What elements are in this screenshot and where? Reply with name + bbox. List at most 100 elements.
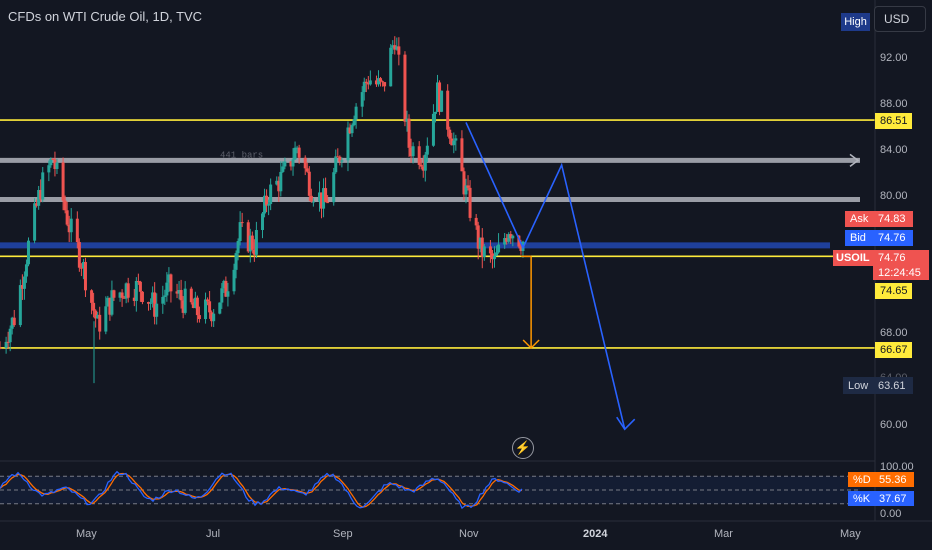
- candle-body: [33, 203, 37, 241]
- candle-body: [509, 234, 513, 239]
- candle-body: [81, 261, 85, 269]
- candle-body: [6, 341, 10, 343]
- candle-body: [0, 347, 2, 349]
- candle-body: [79, 267, 83, 269]
- candle-body: [238, 222, 242, 242]
- candle-body: [265, 195, 269, 206]
- candle-body: [112, 290, 116, 298]
- lightning-icon[interactable]: ⚡: [512, 437, 534, 459]
- candle-body: [37, 190, 41, 206]
- candle-body: [395, 46, 399, 50]
- time-label: Jul: [206, 528, 221, 540]
- candle-body: [431, 113, 435, 146]
- candle-body: [495, 252, 499, 256]
- candle-body: [165, 282, 169, 296]
- candle-body: [147, 302, 151, 304]
- candle-body: [397, 46, 401, 55]
- candle-body: [83, 261, 87, 291]
- candle-body: [338, 156, 342, 162]
- candle-body: [263, 195, 267, 214]
- candle-body: [234, 253, 238, 270]
- time-label: Sep: [333, 528, 353, 540]
- candle-body: [140, 291, 144, 303]
- candle-body: [63, 200, 67, 211]
- low-value: 63.61: [873, 377, 913, 394]
- candle-body: [96, 314, 100, 319]
- candle-body: [218, 302, 222, 314]
- candle-body: [405, 118, 409, 122]
- candle-body: [155, 303, 159, 317]
- candle-body: [236, 241, 240, 254]
- price-tick: 84.00: [880, 144, 908, 156]
- chart-title: CFDs on WTI Crude Oil, 1D, TVC: [8, 9, 203, 24]
- candle-body: [450, 138, 454, 146]
- candle-body: [65, 210, 69, 225]
- candle-body: [332, 172, 336, 203]
- currency-button[interactable]: USD: [874, 6, 926, 32]
- candle-body: [189, 288, 193, 303]
- candle-body: [474, 217, 478, 226]
- candle-body: [364, 81, 368, 84]
- candle-body: [47, 165, 51, 173]
- ask-value: 74.83: [873, 211, 913, 227]
- candle-body: [261, 213, 265, 231]
- candle-body: [419, 164, 423, 167]
- candle-body: [279, 171, 283, 192]
- candle-body: [41, 172, 45, 200]
- candle-body: [480, 237, 484, 257]
- candle-body: [39, 190, 43, 200]
- candle-body: [26, 240, 30, 265]
- candle-body: [476, 225, 480, 249]
- candles: [0, 36, 525, 384]
- candle-body: [118, 292, 122, 298]
- candle-body: [134, 280, 138, 301]
- candle-body: [440, 90, 444, 112]
- candle-body: [252, 249, 256, 255]
- candle-body: [153, 292, 157, 317]
- candle-body: [177, 290, 181, 294]
- candle-body: [67, 224, 71, 233]
- candle-body: [322, 188, 326, 209]
- candle-body: [464, 185, 468, 195]
- candle-body: [206, 299, 210, 302]
- candle-body: [517, 235, 521, 247]
- candle-body: [220, 288, 224, 303]
- price-tick: 88.00: [880, 98, 908, 110]
- candle-body: [391, 45, 395, 48]
- candle-body: [281, 166, 285, 172]
- candle-body: [466, 185, 470, 188]
- candle-body: [246, 222, 250, 252]
- candle-body: [511, 235, 515, 239]
- candle-body: [454, 138, 458, 141]
- candle-body: [446, 90, 450, 130]
- time-label: Nov: [459, 528, 479, 540]
- candle-body: [226, 291, 230, 297]
- candle-body: [12, 317, 16, 326]
- candle-body: [448, 129, 452, 139]
- candle-body: [326, 202, 330, 204]
- candle-body: [492, 255, 496, 260]
- candle-body: [488, 246, 492, 254]
- candle-body: [90, 290, 94, 303]
- candle-body: [438, 82, 442, 112]
- candle-body: [77, 242, 81, 268]
- level-label-86: 86.51: [875, 113, 912, 129]
- candle-body: [122, 297, 126, 299]
- candle-body: [193, 297, 197, 308]
- candle-body: [138, 281, 142, 292]
- candle-body: [352, 119, 356, 126]
- candle-body: [181, 300, 185, 313]
- candle-body: [503, 238, 507, 245]
- candle-body: [167, 274, 171, 283]
- candle-body: [348, 127, 352, 134]
- projection-arrow-head: [616, 416, 636, 431]
- candle-body: [69, 218, 73, 233]
- candle-body: [92, 302, 96, 311]
- candle-body: [334, 156, 338, 173]
- stoch-tick: 0.00: [880, 508, 902, 520]
- candle-body: [250, 235, 254, 250]
- candle-body: [320, 192, 324, 209]
- stoch-tick: 100.00: [880, 461, 914, 473]
- candle-body: [317, 192, 321, 202]
